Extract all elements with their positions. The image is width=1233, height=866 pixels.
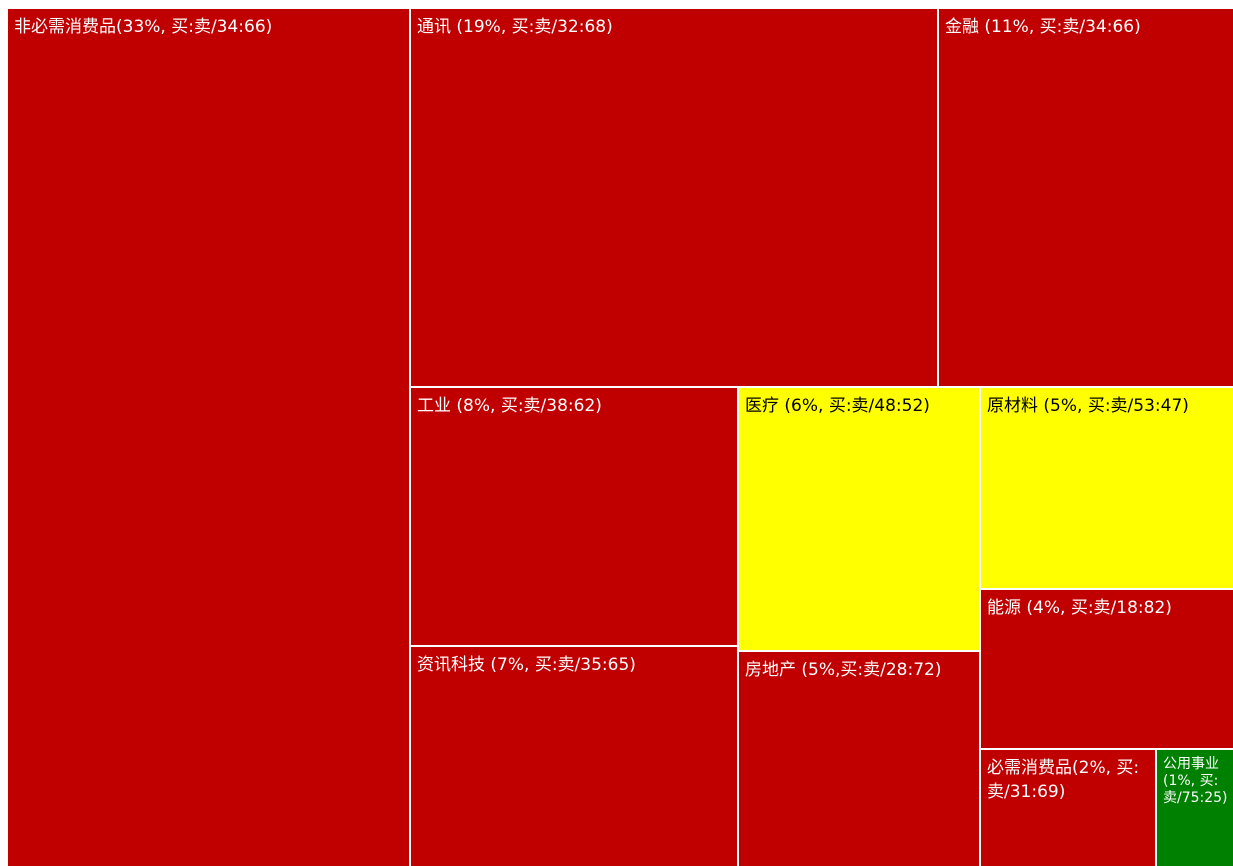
treemap-tile-label: 原材料 (5%, 买:卖/53:47) [987,396,1189,416]
treemap-tile-materials: 原材料 (5%, 买:卖/53:47) [981,388,1233,588]
treemap-tile-label: 金融 (11%, 买:卖/34:66) [945,17,1141,37]
treemap-tile-finance: 金融 (11%, 买:卖/34:66) [939,9,1233,386]
treemap-tile-industrial: 工业 (8%, 买:卖/38:62) [411,388,737,645]
treemap-tile-label: 资讯科技 (7%, 买:卖/35:65) [417,655,636,675]
treemap-tile-label: 能源 (4%, 买:卖/18:82) [987,598,1172,618]
treemap-tile-label: 工业 (8%, 买:卖/38:62) [417,396,602,416]
treemap-tile-label: 必需消费品(2%, 买:卖/31:69) [987,758,1140,802]
treemap-tile-label: 房地产 (5%,买:卖/28:72) [745,660,942,680]
treemap-tile-label: 公用事业 (1%, 买:卖/75:25) [1163,756,1228,806]
treemap-tile-utilities: 公用事业 (1%, 买:卖/75:25) [1157,750,1233,866]
treemap-tile-non-essential-consumer: 非必需消费品(33%, 买:卖/34:66) [8,9,409,866]
treemap-tile-real-estate: 房地产 (5%,买:卖/28:72) [739,652,979,866]
treemap-tile-healthcare: 医疗 (6%, 买:卖/48:52) [739,388,979,650]
treemap-tile-consumer-staples: 必需消费品(2%, 买:卖/31:69) [981,750,1155,866]
treemap-tile-label: 通讯 (19%, 买:卖/32:68) [417,17,613,37]
treemap-tile-it: 资讯科技 (7%, 买:卖/35:65) [411,647,737,866]
treemap-tile-label: 医疗 (6%, 买:卖/48:52) [745,396,930,416]
treemap-tile-telecom: 通讯 (19%, 买:卖/32:68) [411,9,937,386]
treemap-tile-label: 非必需消费品(33%, 买:卖/34:66) [14,17,273,37]
treemap-tile-energy: 能源 (4%, 买:卖/18:82) [981,590,1233,748]
